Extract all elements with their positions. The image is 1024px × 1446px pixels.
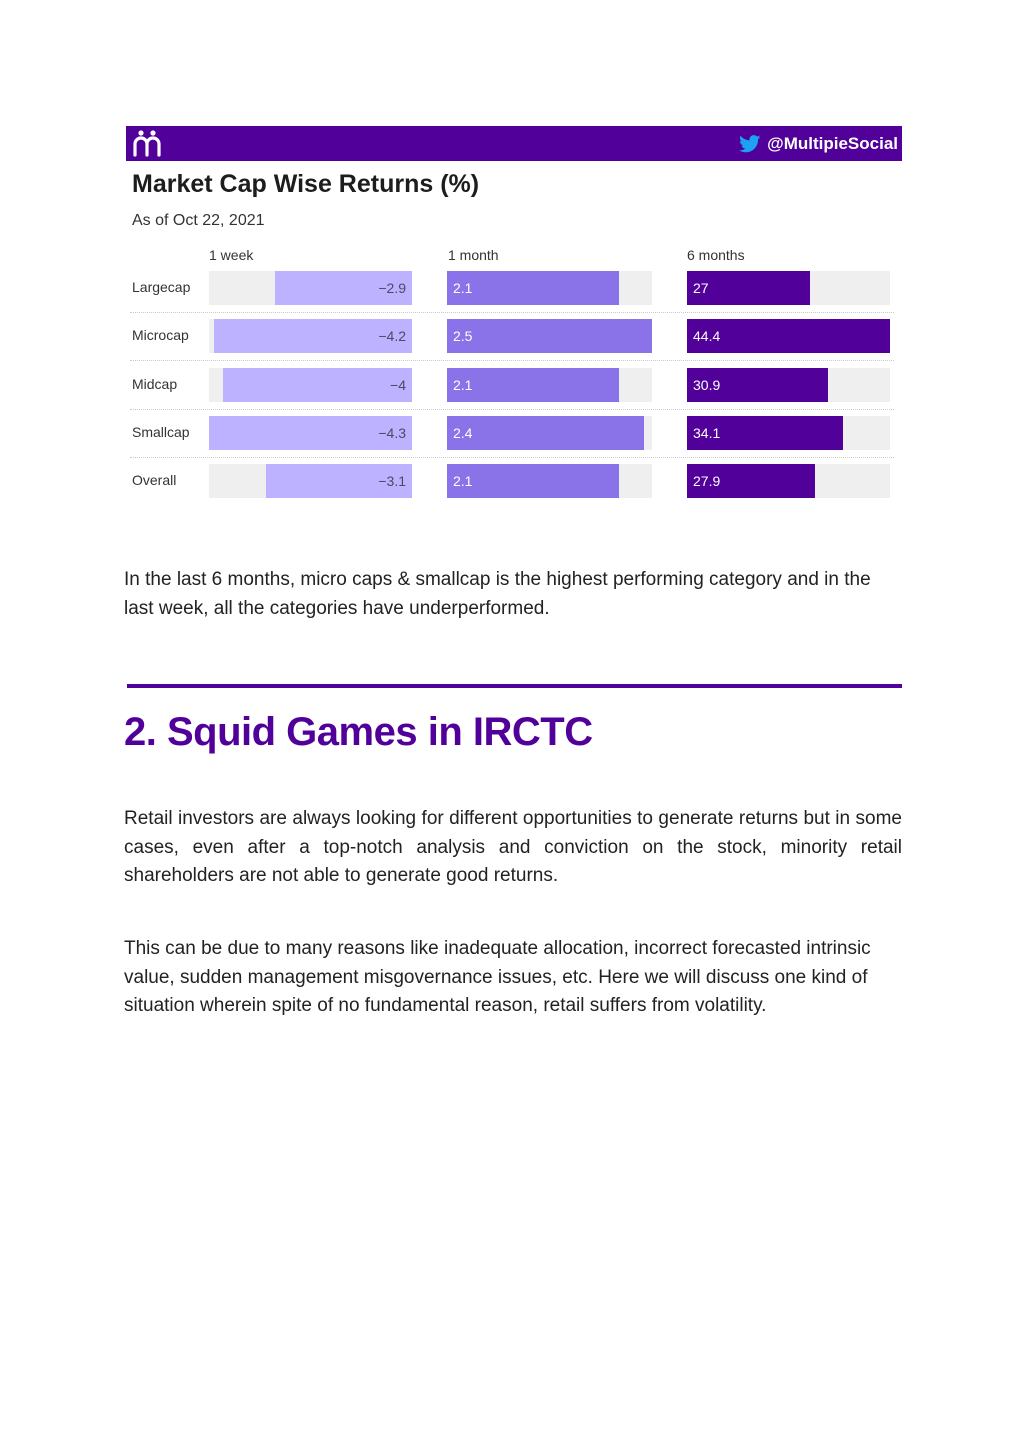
data-label-1-month-overall: 2.1 xyxy=(453,473,473,490)
data-label-6-months-overall: 27.9 xyxy=(693,473,721,490)
data-label-6-months-smallcap: 34.1 xyxy=(693,424,721,441)
bar-6-months-microcap xyxy=(687,319,890,354)
bar-6-months-midcap xyxy=(687,367,829,402)
bar-1-month-overall xyxy=(447,464,620,499)
bar-1-week-largecap xyxy=(275,271,412,305)
multipie-logo-icon xyxy=(133,130,161,157)
row-label-largecap: Largecap xyxy=(132,279,191,295)
column-header-1-month: 1 month xyxy=(448,247,499,263)
section-heading: 2. Squid Games in IRCTC xyxy=(124,710,593,754)
row-separator xyxy=(130,360,894,362)
data-label-1-month-microcap: 2.5 xyxy=(453,328,473,345)
column-header-1-week: 1 week xyxy=(209,247,254,263)
data-label-6-months-largecap: 27 xyxy=(693,280,709,296)
data-label-6-months-microcap: 44.4 xyxy=(693,328,721,345)
bar-6-months-largecap xyxy=(687,271,811,305)
row-label-microcap: Microcap xyxy=(132,327,189,344)
row-separator xyxy=(130,456,894,458)
bar-1-month-midcap xyxy=(447,367,620,402)
intro-paragraph: Retail investors are always looking for … xyxy=(124,808,902,886)
reasons-paragraph: This can be due to many reasons like ina… xyxy=(124,938,871,1016)
data-label-1-month-smallcap: 2.4 xyxy=(453,424,473,441)
data-label-1-week-largecap: −2.9 xyxy=(378,280,406,296)
data-label-1-week-microcap: −4.2 xyxy=(378,328,406,345)
data-label-1-month-largecap: 2.1 xyxy=(453,280,473,296)
bar-1-month-largecap xyxy=(447,271,620,305)
bar-1-week-midcap xyxy=(223,367,412,402)
column-header-6-months: 6 months xyxy=(687,247,745,263)
row-label-overall: Overall xyxy=(132,472,177,489)
data-label-6-months-midcap: 30.9 xyxy=(693,376,721,393)
summary-paragraph: In the last 6 months, micro caps & small… xyxy=(124,569,871,619)
market-cap-returns-figure: @MultipieSocial Market Cap Wise Returns … xyxy=(126,126,902,512)
bar-1-month-smallcap xyxy=(447,415,644,450)
bar-1-week-smallcap xyxy=(209,415,412,450)
brand-bar: @MultipieSocial xyxy=(126,126,902,161)
data-label-1-week-smallcap: −4.3 xyxy=(378,424,406,441)
row-label-smallcap: Smallcap xyxy=(132,423,190,440)
row-label-midcap: Midcap xyxy=(132,375,178,392)
figure-title: Market Cap Wise Returns (%) xyxy=(132,170,480,198)
bar-1-month-microcap xyxy=(447,319,652,354)
data-label-1-week-midcap: −4 xyxy=(390,376,406,393)
twitter-handle[interactable]: @MultipieSocial xyxy=(739,126,898,161)
twitter-bird-icon xyxy=(739,134,761,152)
figure-subtitle: As of Oct 22, 2021 xyxy=(132,212,265,229)
bar-6-months-overall xyxy=(687,464,815,499)
bar-6-months-smallcap xyxy=(687,415,843,450)
row-separator xyxy=(130,312,894,313)
bar-1-week-microcap xyxy=(213,319,412,354)
bar-1-week-overall xyxy=(265,464,412,499)
data-label-1-week-overall: −3.1 xyxy=(378,473,406,490)
section-divider xyxy=(127,684,902,688)
data-label-1-month-midcap: 2.1 xyxy=(453,376,473,393)
handle-text: @MultipieSocial xyxy=(767,133,898,153)
row-separator xyxy=(130,408,894,410)
